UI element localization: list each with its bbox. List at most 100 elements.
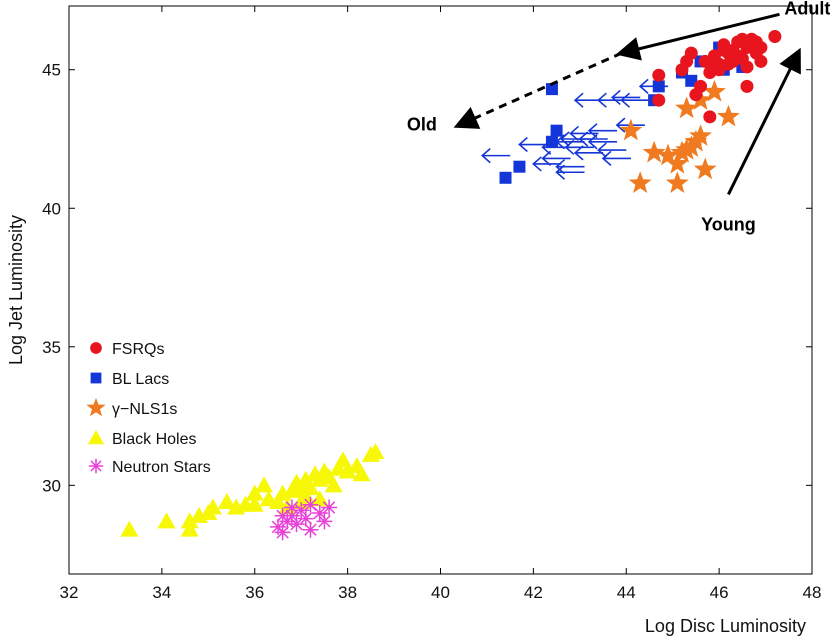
neutron-stars-point: [311, 505, 328, 521]
dashed-arrow: [453, 51, 623, 129]
x-axis-label: Log Disc Luminosity: [645, 616, 806, 636]
black-holes-point: [217, 492, 236, 509]
legend-bl-lacs-marker: [90, 372, 102, 384]
bl-lacs-upper-limits-point: [481, 148, 511, 164]
bl-lacs-point: [499, 171, 512, 184]
bl-lacs-upper-limits-point: [578, 131, 608, 147]
nls1s-point: [675, 96, 698, 119]
fsrqs-point: [740, 79, 754, 93]
annotation-adult: Adult: [784, 0, 830, 18]
bl-lacs-upper-limits-point: [601, 150, 631, 166]
fsrqs-point: [707, 60, 721, 74]
black-holes-point: [203, 498, 222, 515]
x-tick-label: 44: [617, 583, 636, 602]
fsrqs-point: [735, 32, 749, 46]
nls1s-point: [717, 104, 740, 127]
bl-lacs-upper-limits-point: [518, 136, 548, 153]
neutron-stars-point: [274, 524, 291, 541]
nls1s-point: [703, 79, 726, 102]
neutron-stars-point: [297, 510, 314, 527]
bl-lacs-upper-limits-point: [611, 89, 641, 106]
nls1s-point: [665, 151, 689, 174]
black-holes-point: [245, 484, 264, 501]
nls1s-point: [628, 171, 652, 193]
annotation-young: Young: [701, 214, 756, 234]
x-tick-label: 34: [152, 583, 171, 602]
bl-lacs-upper-limits-point: [597, 142, 627, 158]
legend-bl-lacs-label: BL Lacs: [112, 371, 169, 388]
neutron-stars-point: [302, 496, 319, 513]
legend-nls1s-label: γ−NLS1s: [112, 401, 177, 418]
neutron-stars-point: [316, 513, 333, 530]
nls1s-point: [670, 140, 694, 163]
nls1s-point: [665, 171, 689, 193]
bl-lacs-upper-limits-point: [555, 159, 585, 175]
x-tick-label: 36: [245, 583, 264, 602]
annotation-old: Old: [407, 115, 437, 135]
legend-neutron-stars-marker: [88, 458, 104, 474]
nls1s-point: [619, 118, 643, 141]
y-tick-label: 30: [42, 476, 61, 495]
neutron-stars-point: [283, 507, 300, 524]
neutron-stars-point: [302, 521, 319, 538]
x-tick-label: 46: [710, 583, 729, 602]
neutron-stars-point: [274, 507, 291, 524]
nls1s-point: [689, 124, 712, 146]
fsrqs-point: [652, 93, 666, 107]
y-axis-label: Log Jet Luminosity: [6, 215, 26, 365]
solid-arrow: [615, 12, 780, 61]
fsrqs-point: [768, 29, 782, 43]
fsrqs-point: [680, 54, 694, 68]
legend-black-holes-marker: [87, 429, 105, 445]
black-holes-point: [180, 520, 199, 537]
bl-lacs-upper-limits-point: [587, 123, 618, 139]
nls1s-point: [656, 143, 680, 166]
bl-lacs-point: [513, 160, 526, 173]
fsrqs-point: [652, 68, 666, 82]
bl-lacs-upper-limits-point: [569, 125, 599, 142]
y-tick-label: 35: [42, 338, 61, 357]
neutron-stars-point: [283, 499, 300, 516]
legend-black-holes-label: Black Holes: [112, 431, 196, 448]
nls1s-point: [693, 157, 717, 180]
black-holes-point: [120, 520, 139, 537]
legend-fsrqs-label: FSRQs: [112, 341, 164, 358]
legend-fsrqs-marker: [90, 342, 102, 354]
fsrqs-point: [703, 110, 717, 124]
neutron-stars-point: [288, 516, 305, 533]
bl-lacs-upper-limits-point: [541, 150, 571, 166]
black-holes-point: [268, 492, 287, 509]
legend-neutron-stars-label: Neutron Stars: [112, 459, 211, 476]
bl-lacs-upper-limits-point: [573, 92, 604, 108]
neutron-stars-point: [321, 499, 338, 516]
y-tick-label: 40: [42, 199, 61, 218]
x-tick-label: 48: [803, 583, 822, 602]
black-holes-point: [338, 462, 357, 479]
fsrqs-point: [717, 43, 731, 57]
plot-frame: [68, 5, 813, 575]
black-holes-point: [324, 476, 343, 493]
bl-lacs-point: [545, 135, 558, 148]
legend-nls1s-marker: [86, 397, 106, 417]
black-holes-point: [157, 512, 176, 529]
black-holes-point: [180, 512, 199, 529]
bl-lacs-point: [652, 80, 665, 93]
bl-lacs-upper-limits-point: [573, 145, 604, 161]
bl-lacs-point: [685, 74, 698, 87]
nls1s-point: [642, 140, 666, 163]
bl-lacs-upper-limits-point: [555, 164, 585, 180]
fsrqs-point: [731, 49, 745, 63]
solid-arrow: [727, 47, 801, 196]
bl-lacs-point: [545, 83, 558, 96]
x-tick-label: 42: [524, 583, 543, 602]
black-holes-point: [366, 443, 385, 460]
bl-lacs-upper-limits-point: [532, 156, 562, 172]
neutron-stars-point: [293, 502, 310, 519]
bl-lacs-upper-limits-point: [587, 134, 618, 150]
bl-lacs-point: [550, 124, 563, 137]
nls1s-point: [679, 135, 703, 157]
x-tick-label: 38: [338, 583, 357, 602]
fsrqs-point: [754, 54, 768, 68]
black-holes-point: [352, 465, 371, 482]
